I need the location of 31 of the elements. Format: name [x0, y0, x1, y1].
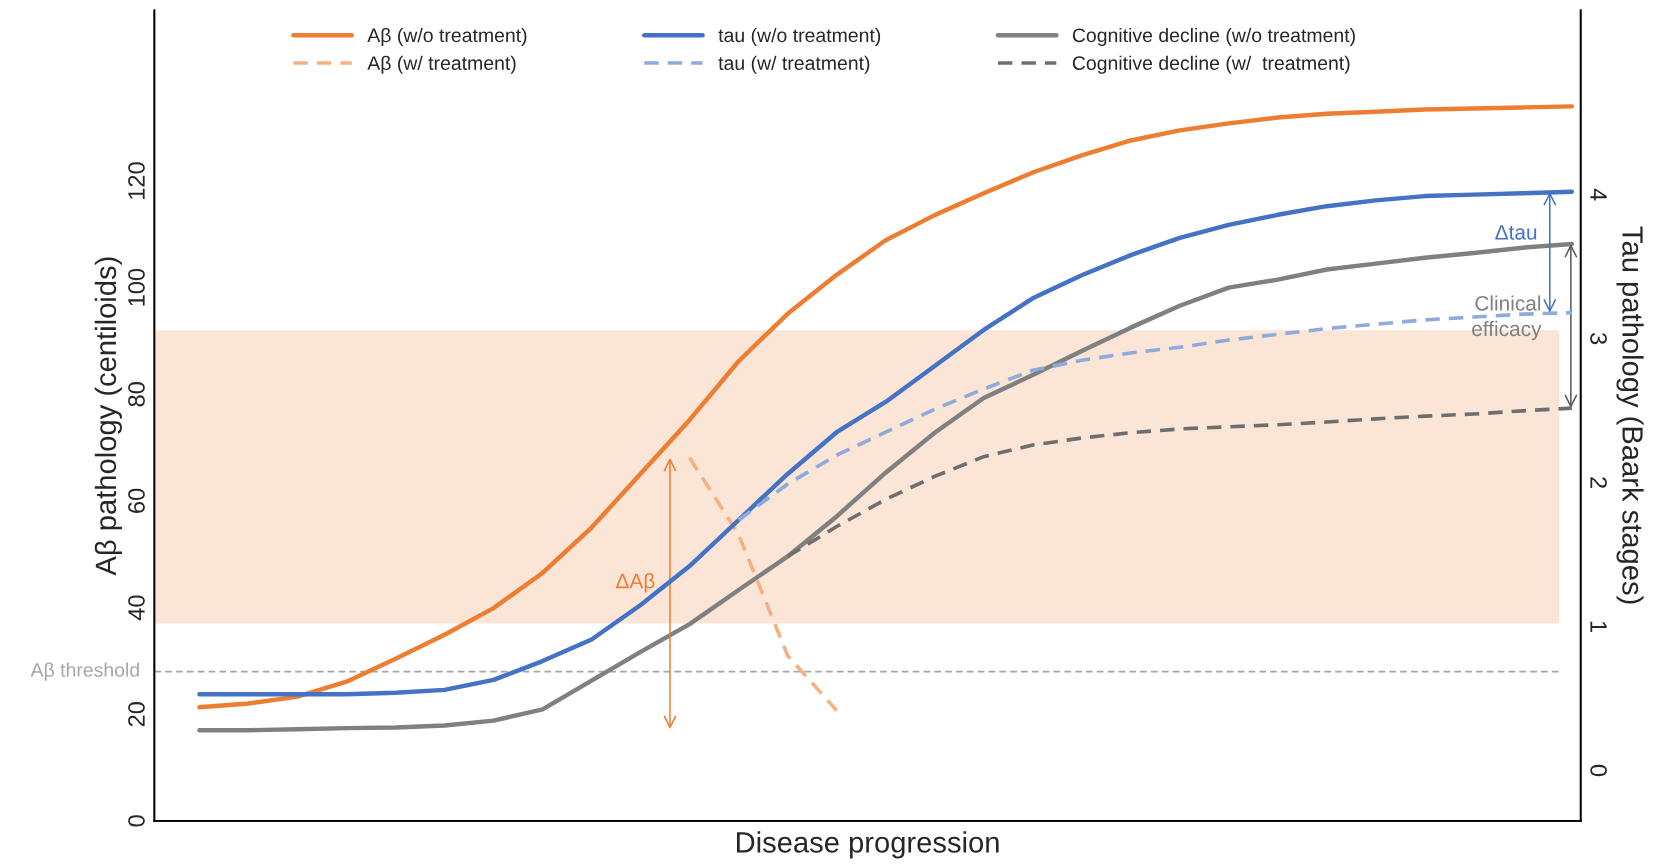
legend-label: tau (w/o treatment) — [718, 27, 881, 46]
ref-line-label: Aβ threshold — [30, 662, 139, 681]
y2-tick-label: 3 — [1590, 332, 1607, 345]
y-tick-label: 80 — [128, 382, 145, 407]
y2-axis-title: Tau pathology (Baark stages) — [1616, 226, 1644, 604]
legend-label: tau (w/ treatment) — [718, 55, 870, 74]
line-series — [197, 241, 1575, 733]
line-series — [736, 310, 1574, 522]
legend-label: Cognitive decline (w/o treatment) — [1072, 27, 1355, 47]
legend-label: Aβ (w/ treatment) — [367, 55, 516, 74]
y-tick-label: 40 — [128, 595, 145, 621]
annotation: ΔAβ — [616, 573, 655, 593]
y2-tick-label: 1 — [1590, 621, 1607, 632]
y-tick-label: 60 — [128, 488, 145, 513]
y2-tick-label: 2 — [1590, 477, 1607, 488]
y-tick-label: 120 — [128, 162, 145, 199]
y-tick-label: 0 — [128, 815, 145, 827]
legend-label: Aβ (w/o treatment) — [367, 27, 527, 47]
annotation: Δtau — [1495, 225, 1537, 240]
x-axis-title: Disease progression — [736, 831, 999, 859]
y-axis-title: Aβ pathology (centiloids) — [94, 257, 122, 576]
y-tick-label: 20 — [128, 702, 145, 727]
line-series — [197, 189, 1575, 697]
line-series — [687, 455, 839, 713]
line-series — [197, 104, 1575, 710]
legend-label: Cognitive decline (w/ treatment) — [1072, 55, 1350, 74]
y2-tick-label: 4 — [1590, 188, 1607, 201]
y2-tick-label: 0 — [1590, 764, 1607, 777]
annotation: Clinical efficacy — [1472, 295, 1542, 341]
y-tick-label: 100 — [128, 268, 145, 306]
line-series — [785, 406, 1574, 559]
